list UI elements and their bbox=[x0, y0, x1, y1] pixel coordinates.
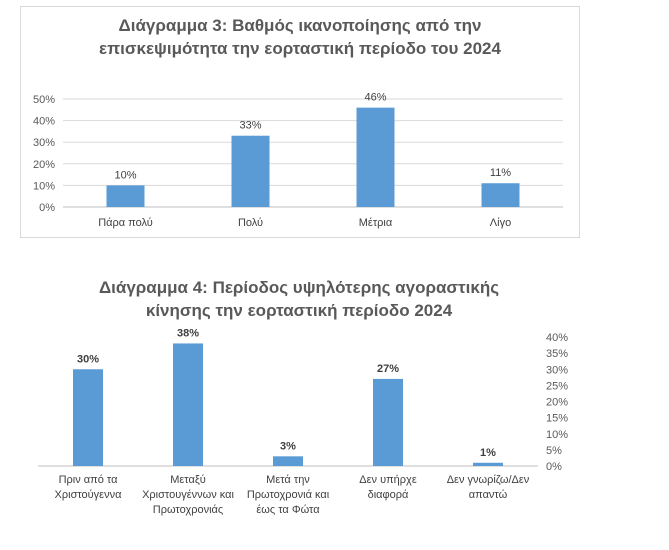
chart-4-bar bbox=[373, 378, 403, 466]
chart-3-y-tick-label: 0% bbox=[39, 202, 55, 214]
chart-3-data-label: 46% bbox=[364, 92, 386, 104]
chart-4-y-tick-label: 25% bbox=[546, 380, 568, 392]
chart-4-y-tick-label: 40% bbox=[546, 332, 568, 344]
chart-4-y-tick-label: 20% bbox=[546, 397, 568, 409]
chart-3-plot: 0% 10% 20% 30% 40% 50% 10% Πάρα πολύ 33% Πολύ 46% Μ… bbox=[33, 92, 563, 229]
chart-4-title-line-2: κίνησης την εορταστική περίοδο 2024 bbox=[145, 301, 453, 320]
chart-3-category-label: Λίγο bbox=[490, 217, 511, 229]
chart-3-bar bbox=[356, 107, 395, 207]
chart-4-bar bbox=[473, 462, 503, 466]
chart-4-y-tick-label: 0% bbox=[546, 461, 562, 473]
chart-3-bar bbox=[231, 135, 270, 207]
chart-4-category-label: Πριν από τα Χριστούγεννα bbox=[55, 474, 123, 501]
chart-3-data-label: 33% bbox=[239, 120, 261, 132]
chart-3-y-tick-label: 40% bbox=[33, 116, 55, 128]
chart-4-bar bbox=[173, 343, 203, 466]
chart-4-y-tick-label: 30% bbox=[546, 364, 568, 376]
chart-4-y-tick-label: 10% bbox=[546, 429, 568, 441]
chart-4-data-label: 38% bbox=[177, 327, 199, 339]
chart-4-category-label: Δεν γνωρίζω/Δεν απαντώ bbox=[447, 474, 530, 501]
chart-3-y-tick-label: 10% bbox=[33, 180, 55, 192]
chart-4-data-label: 30% bbox=[77, 353, 99, 365]
chart-3-data-label: 10% bbox=[114, 169, 136, 181]
chart-4-y-tick-label: 5% bbox=[546, 445, 562, 457]
chart-3-category-label: Πολύ bbox=[238, 217, 263, 229]
chart-4-y-tick-label: 15% bbox=[546, 413, 568, 425]
chart-4-data-label: 3% bbox=[280, 440, 296, 452]
chart-4-bar bbox=[73, 369, 103, 466]
chart-3-bar bbox=[106, 185, 145, 207]
chart-4-category-label: Μεταξύ Χριστουγέννων και Πρωτοχρονιάς bbox=[142, 474, 234, 516]
chart-4-data-label: 27% bbox=[377, 363, 399, 375]
chart-3-category-label: Πάρα πολύ bbox=[98, 217, 153, 229]
chart-3-y-tick-label: 20% bbox=[33, 159, 55, 171]
chart-3-title-line-1: Διάγραμμα 3: Βαθμός ικανοποίησης από την bbox=[118, 16, 482, 35]
chart-3-bar bbox=[481, 183, 520, 207]
chart-4-data-label: 1% bbox=[480, 447, 496, 459]
chart-4-category-label: Μετά την Πρωτοχρονιά και έως τα Φώτα bbox=[247, 474, 330, 516]
chart-3-title-line-2: επισκεψιμότητα την εορταστική περίοδο το… bbox=[99, 39, 501, 58]
chart-3-category-label: Μέτρια bbox=[359, 217, 393, 229]
chart-4-purchasing-period: Διάγραμμα 4: Περίοδος υψηλότερης αγοραστ… bbox=[20, 264, 578, 526]
chart-4-plot: 0% 5% 10% 15% 20% 25% 30% 35% 40% 30% Πριν από τα Χ… bbox=[38, 327, 568, 516]
chart-4-title-line-1: Διάγραμμα 4: Περίοδος υψηλότερης αγοραστ… bbox=[98, 278, 500, 297]
chart-3-y-tick-label: 50% bbox=[33, 94, 55, 106]
chart-3-y-tick-label: 30% bbox=[33, 137, 55, 149]
chart-3-satisfaction: Διάγραμμα 3: Βαθμός ικανοποίησης από την… bbox=[20, 6, 580, 238]
chart-4-y-tick-label: 35% bbox=[546, 348, 568, 360]
chart-3-data-label: 11% bbox=[490, 167, 511, 179]
chart-4-bar bbox=[273, 456, 303, 466]
chart-4-category-label: Δεν υπήρχε διαφορά bbox=[359, 474, 417, 501]
